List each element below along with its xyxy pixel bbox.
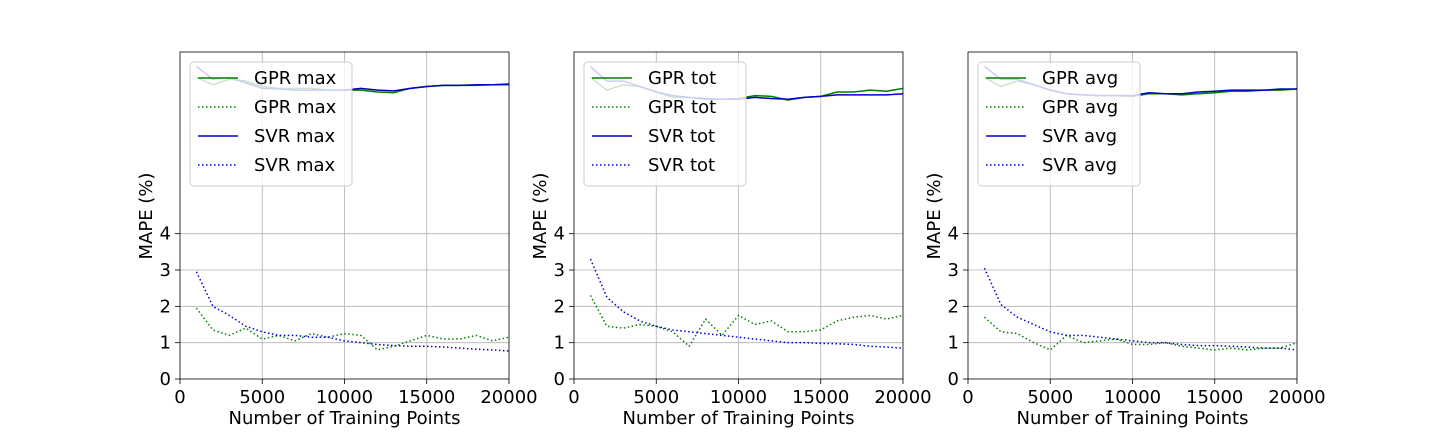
legend-label: SVR avg	[1042, 155, 1117, 176]
y-tick-label: 2	[554, 296, 565, 317]
y-tick-label: 0	[160, 369, 171, 390]
y-tick-label: 2	[160, 296, 171, 317]
x-tick-label: 15000	[792, 387, 849, 408]
y-axis-label: MAPE (%)	[530, 173, 551, 260]
x-axis-label: Number of Training Points	[623, 408, 855, 429]
legend-label: SVR tot	[648, 155, 715, 176]
y-tick-label: 3	[160, 260, 171, 281]
chart-panel-3: 0 5000 10000 15000 20000 0 1 2 3 4 Number of Train…	[924, 51, 1326, 429]
legend-box	[583, 61, 747, 187]
legend-label: SVR avg	[1042, 126, 1117, 147]
y-tick-label: 1	[948, 333, 959, 354]
x-tick-label: 5000	[239, 387, 285, 408]
legend-label: GPR max	[254, 68, 337, 89]
legend-label: SVR max	[254, 155, 336, 176]
x-tick-label: 0	[962, 387, 973, 408]
x-tick-label: 0	[568, 387, 579, 408]
y-tick-label: 3	[554, 260, 565, 281]
legend-box	[189, 61, 353, 187]
x-tick-label: 5000	[633, 387, 679, 408]
x-tick-label: 5000	[1027, 387, 1073, 408]
y-axis-label: MAPE (%)	[924, 173, 945, 260]
legend: GPR max GPR max SVR max SVR max	[189, 61, 353, 187]
legend-label: SVR tot	[648, 126, 715, 147]
series-line-4	[983, 267, 1298, 351]
series-line-4	[589, 258, 904, 349]
y-tick-label: 4	[554, 224, 565, 245]
y-axis-label: MAPE (%)	[136, 173, 157, 260]
x-tick-label: 20000	[1268, 387, 1325, 408]
y-tick-label: 0	[948, 369, 959, 390]
series-line-2	[589, 295, 904, 348]
legend-label: GPR tot	[648, 68, 716, 89]
y-tick-label: 3	[948, 260, 959, 281]
y-tick-label: 1	[554, 333, 565, 354]
series-line-2	[195, 307, 510, 351]
x-axis-label: Number of Training Points	[1017, 408, 1249, 429]
x-tick-label: 20000	[480, 387, 537, 408]
x-tick-label: 0	[174, 387, 185, 408]
legend-label: GPR avg	[1042, 97, 1118, 118]
y-tick-label: 4	[160, 224, 171, 245]
y-tick-label: 0	[554, 369, 565, 390]
legend: GPR avg GPR avg SVR avg SVR avg	[977, 61, 1141, 187]
legend: GPR tot GPR tot SVR tot SVR tot	[583, 61, 747, 187]
legend-label: GPR tot	[648, 97, 716, 118]
x-axis-label: Number of Training Points	[229, 408, 461, 429]
legend-label: GPR max	[254, 97, 337, 118]
legend-label: SVR max	[254, 126, 336, 147]
x-tick-label: 10000	[710, 387, 767, 408]
series-line-2	[983, 316, 1298, 351]
x-tick-label: 15000	[1186, 387, 1243, 408]
legend-box	[977, 61, 1141, 187]
chart-panel-2: 0 5000 10000 15000 20000 0 1 2 3 4 Number of Train…	[530, 51, 932, 429]
series-line-4	[195, 271, 510, 352]
y-tick-label: 1	[160, 333, 171, 354]
chart-panel-1: 0 5000 10000 15000 20000 0 1 2 3 4 Number of Train…	[136, 51, 538, 429]
y-tick-label: 2	[948, 296, 959, 317]
x-tick-label: 10000	[316, 387, 373, 408]
x-tick-label: 15000	[398, 387, 455, 408]
y-tick-label: 4	[948, 224, 959, 245]
x-tick-label: 10000	[1104, 387, 1161, 408]
x-tick-label: 20000	[874, 387, 931, 408]
legend-label: GPR avg	[1042, 68, 1118, 89]
